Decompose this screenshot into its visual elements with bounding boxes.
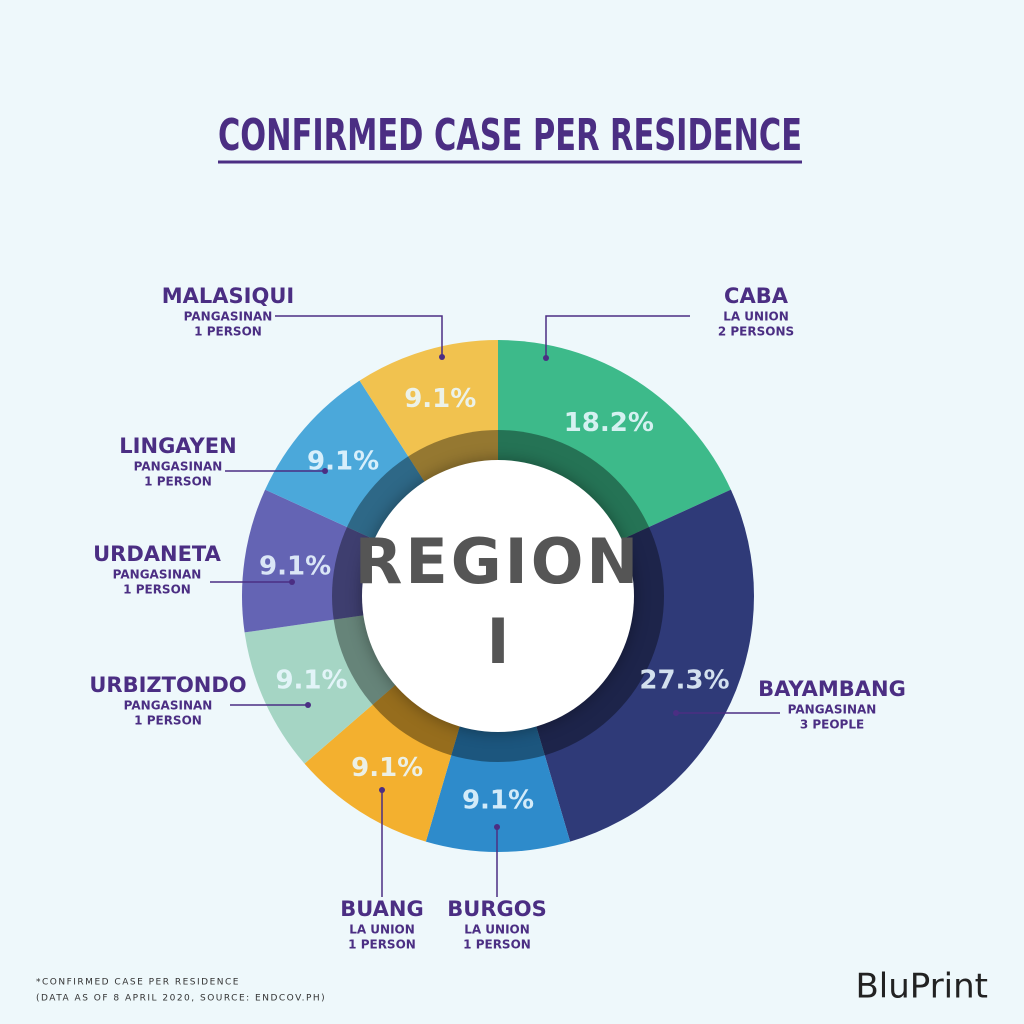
category-label: URBIZTONDO: [89, 673, 246, 697]
category-label: BAYAMBANG: [758, 677, 906, 701]
chart-title: CONFIRMED CASE PER RESIDENCE: [218, 110, 802, 161]
province-label: PANGASINAN: [184, 310, 273, 324]
logo: BluPrint: [855, 967, 988, 1007]
count-label: 1 PERSON: [123, 583, 191, 597]
center-label: I: [486, 605, 509, 678]
count-label: 1 PERSON: [134, 714, 202, 728]
count-label: 3 PEOPLE: [800, 718, 864, 732]
count-label: 1 PERSON: [144, 475, 212, 489]
leader-dot: [543, 355, 549, 361]
leader-dot: [494, 824, 500, 830]
province-label: LA UNION: [349, 923, 415, 937]
value-label: 9.1%: [462, 786, 534, 816]
province-label: PANGASINAN: [788, 703, 877, 717]
count-label: 1 PERSON: [194, 325, 262, 339]
value-label: 9.1%: [259, 551, 331, 581]
leader-dot: [322, 468, 328, 474]
value-label: 27.3%: [639, 666, 729, 696]
category-label: URDANETA: [93, 542, 222, 566]
province-label: PANGASINAN: [124, 699, 213, 713]
count-label: 2 PERSONS: [718, 325, 794, 339]
category-label: CABA: [724, 284, 789, 308]
value-label: 9.1%: [307, 446, 379, 476]
value-label: 18.2%: [564, 408, 654, 438]
footnote: *CONFIRMED CASE PER RESIDENCE: [36, 978, 240, 988]
category-label: BURGOS: [447, 897, 546, 921]
leader-dot: [379, 787, 385, 793]
leader-line: [275, 315, 443, 357]
category-label: BUANG: [340, 897, 423, 921]
province-label: LA UNION: [723, 310, 789, 324]
category-label: LINGAYEN: [119, 434, 236, 458]
count-label: 1 PERSON: [463, 938, 531, 952]
value-label: 9.1%: [351, 753, 423, 783]
leader-dot: [289, 579, 295, 585]
center-label: REGION: [355, 525, 642, 598]
province-label: PANGASINAN: [134, 460, 223, 474]
leader-dot: [673, 710, 679, 716]
leader-dot: [305, 702, 311, 708]
value-label: 9.1%: [275, 666, 347, 696]
category-label: MALASIQUI: [162, 284, 294, 308]
center-circle: [362, 460, 634, 732]
province-label: LA UNION: [464, 923, 530, 937]
province-label: PANGASINAN: [113, 568, 202, 582]
value-label: 9.1%: [404, 384, 476, 414]
leader-dot: [439, 354, 445, 360]
count-label: 1 PERSON: [348, 938, 416, 952]
footnote: (DATA AS OF 8 APRIL 2020, SOURCE: ENDCOV…: [36, 994, 326, 1004]
leader-line: [545, 315, 690, 358]
